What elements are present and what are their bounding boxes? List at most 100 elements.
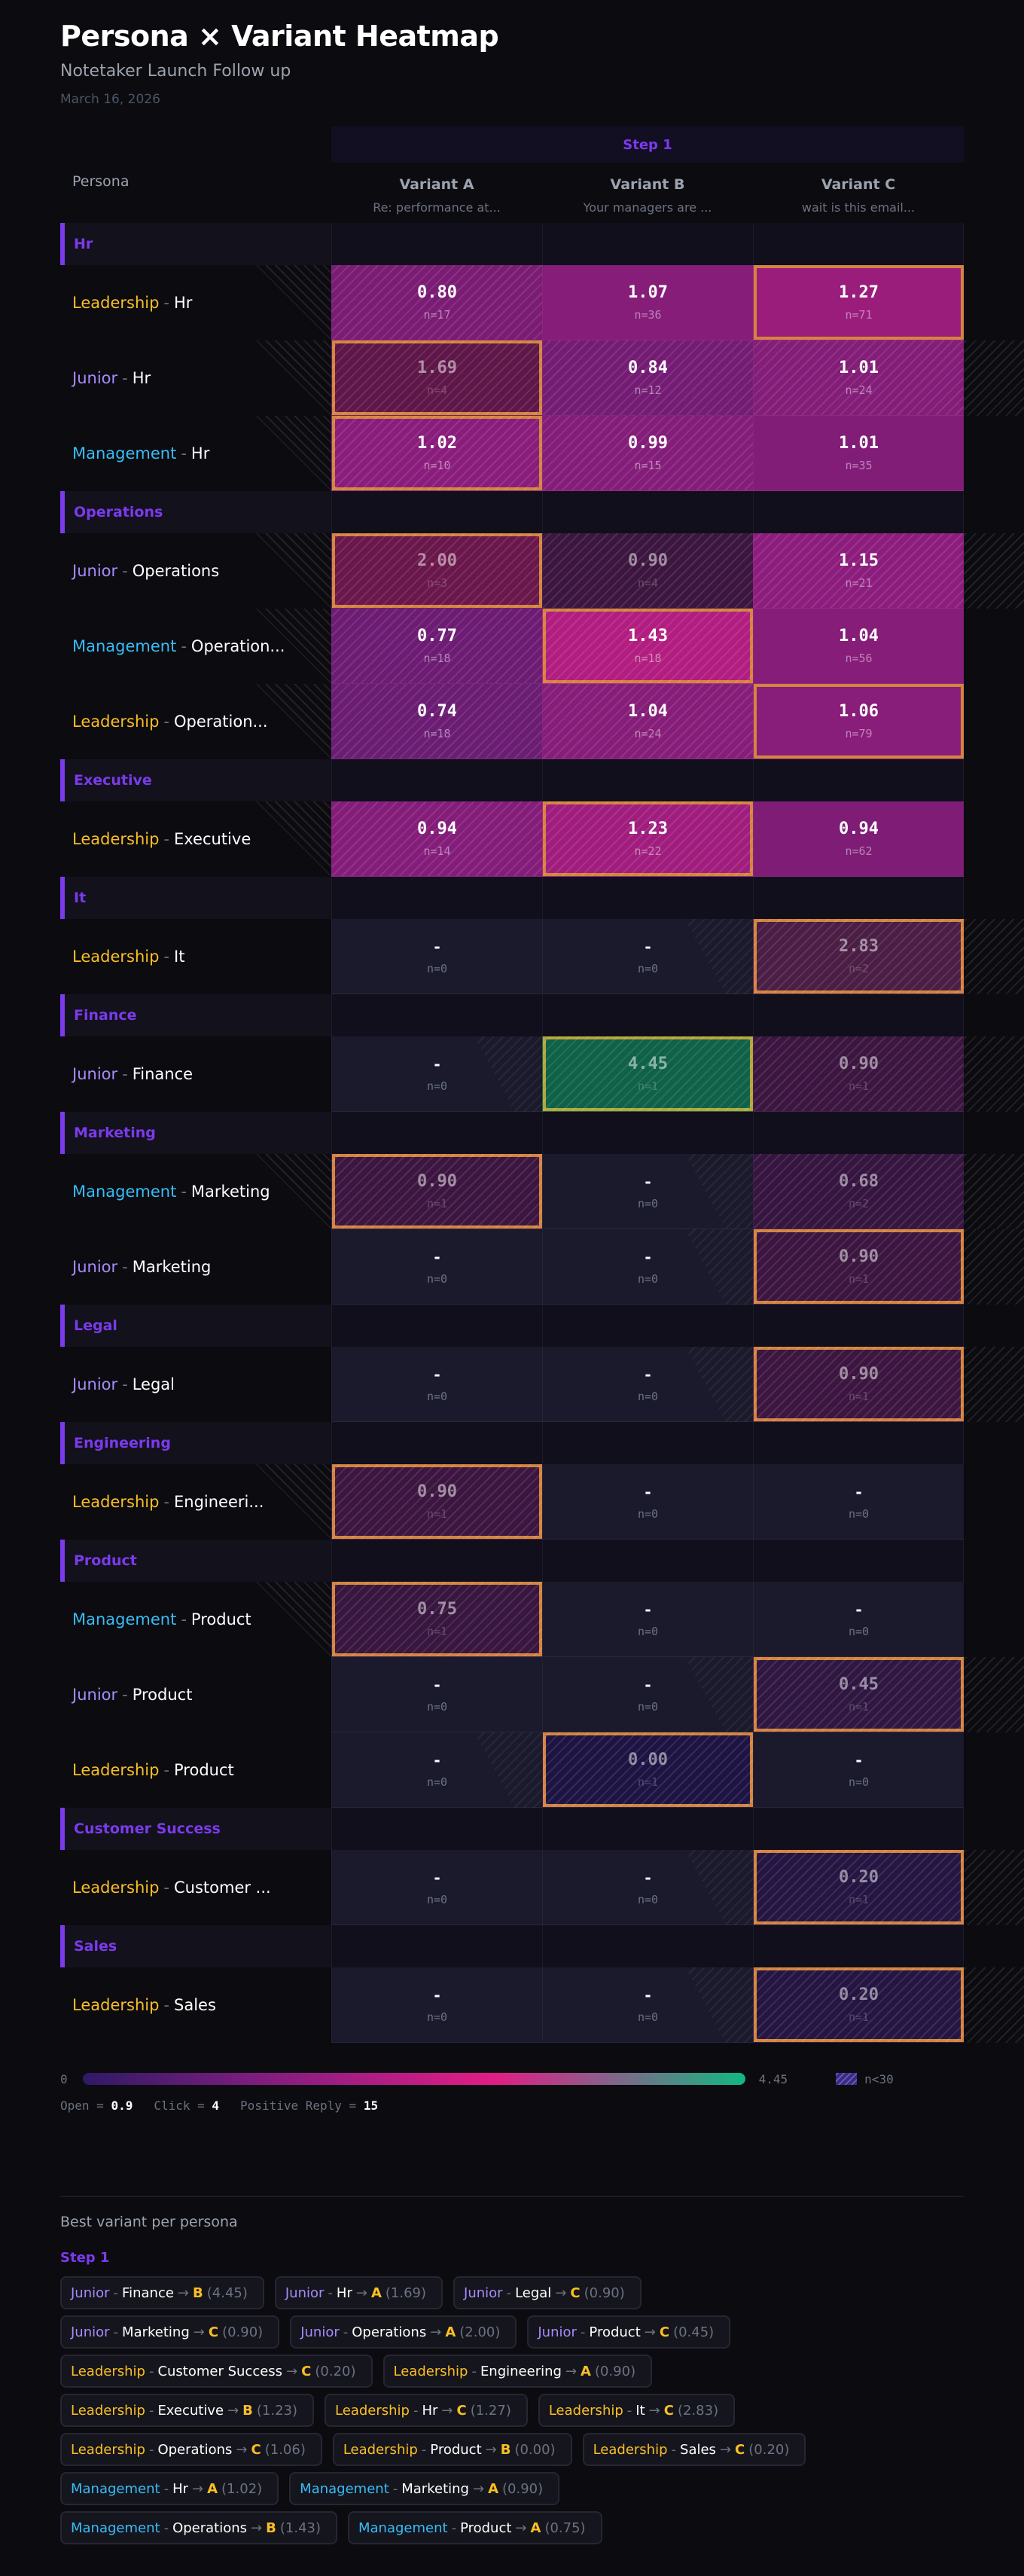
heatmap-cell[interactable]: - n=0: [542, 1154, 753, 1229]
cell-score: -: [432, 1868, 442, 1887]
heatmap-cell[interactable]: - n=0: [753, 1732, 964, 1808]
heatmap-cell[interactable]: 2.83 n=2: [753, 919, 964, 994]
persona-department: Product: [589, 2324, 641, 2340]
heatmap-cell[interactable]: 0.99 n=15: [542, 416, 753, 491]
heatmap-cell[interactable]: 2.00 n=3: [331, 533, 542, 609]
heatmap-cell[interactable]: 0.90 n=1: [331, 1464, 542, 1540]
heatmap-cell[interactable]: - n=0: [331, 1036, 542, 1112]
heatmap-cell[interactable]: - n=0: [542, 919, 753, 994]
heatmap-cell[interactable]: - n=0: [542, 1582, 753, 1657]
heatmap-cell[interactable]: 0.77 n=18: [331, 609, 542, 684]
heatmap-cell[interactable]: 1.27 n=71: [753, 265, 964, 340]
best-variant-chip[interactable]: Leadership - Hr → C (1.27): [325, 2394, 528, 2427]
heatmap-cell[interactable]: - n=0: [331, 1347, 542, 1422]
best-variant-chip[interactable]: Leadership - Sales → C (0.20): [582, 2433, 806, 2466]
best-variant-chip[interactable]: Junior - Operations → A (2.00): [290, 2315, 517, 2349]
heatmap-cell[interactable]: 1.02 n=10: [331, 416, 542, 491]
heatmap-cell[interactable]: 0.80 n=17: [331, 265, 542, 340]
metric-click: Click = 4: [154, 2098, 219, 2113]
heatmap-cell[interactable]: - n=0: [331, 1732, 542, 1808]
best-variant-chip[interactable]: Management - Operations → B (1.43): [60, 2511, 337, 2544]
heatmap-cell[interactable]: 1.01 n=24: [753, 340, 964, 416]
variant-b-header[interactable]: Variant B Your managers are ...: [542, 163, 753, 223]
heatmap-cell[interactable]: 1.07 n=36: [542, 265, 753, 340]
heatmap-cell[interactable]: - n=0: [331, 919, 542, 994]
best-variant-chip[interactable]: Leadership - Engineering → A (0.90): [382, 2355, 653, 2388]
heatmap-cell[interactable]: 0.90 n=4: [542, 533, 753, 609]
group-cell: [331, 1808, 542, 1850]
persona-level: Leadership: [71, 2441, 145, 2458]
best-variant-chip[interactable]: Leadership - Operations → C (1.06): [60, 2433, 322, 2466]
heatmap-cell[interactable]: - n=0: [331, 1850, 542, 1925]
best-variant-chip[interactable]: Junior - Product → C (0.45): [527, 2315, 731, 2349]
cell-score: 0.77: [417, 627, 457, 646]
hatch-bleed: [256, 533, 331, 609]
best-variant-chip[interactable]: Junior - Legal → C (0.90): [453, 2276, 642, 2309]
persona-level: Leadership: [71, 2363, 145, 2379]
heatmap-cell[interactable]: 0.45 n=1: [753, 1657, 964, 1732]
heatmap-cell[interactable]: 1.23 n=22: [542, 801, 753, 877]
heatmap-cell[interactable]: - n=0: [542, 1967, 753, 2043]
best-variant-chip[interactable]: Leadership - Executive → B (1.23): [60, 2394, 315, 2427]
cell-score: 0.94: [839, 819, 879, 838]
heatmap-cell[interactable]: 1.04 n=56: [753, 609, 964, 684]
heatmap-cell[interactable]: 4.45 n=1: [542, 1036, 753, 1112]
variant-a-header[interactable]: Variant A Re: performance at...: [331, 163, 542, 223]
best-variant-chip[interactable]: Management - Marketing → A (0.90): [289, 2472, 560, 2505]
arrow-right-icon: →: [177, 2285, 190, 2301]
heatmap-cell[interactable]: 1.15 n=21: [753, 533, 964, 609]
best-variant-chip[interactable]: Leadership - Customer Success → C (0.20): [60, 2355, 373, 2388]
hatch-bleed: [256, 416, 331, 491]
heatmap-cell[interactable]: 1.04 n=24: [542, 684, 753, 759]
heatmap-cell[interactable]: - n=0: [542, 1464, 753, 1540]
heatmap-cell[interactable]: 0.90 n=1: [753, 1036, 964, 1112]
variant-c-header[interactable]: Variant C wait is this email...: [753, 163, 964, 223]
heatmap-cell[interactable]: 0.84 n=12: [542, 340, 753, 416]
persona-label: Junior - Hr: [60, 340, 331, 416]
best-variant-chip[interactable]: Junior - Finance → B (4.45): [60, 2276, 264, 2309]
heatmap-cell[interactable]: 1.69 n=4: [331, 340, 542, 416]
heatmap-cell[interactable]: 0.74 n=18: [331, 684, 542, 759]
best-variant-chip[interactable]: Junior - Hr → A (1.69): [274, 2276, 443, 2309]
cell-sample-size: n=24: [634, 727, 662, 740]
heatmap-cell[interactable]: - n=0: [542, 1657, 753, 1732]
heatmap-cell[interactable]: - n=0: [753, 1582, 964, 1657]
column-header-row: Persona Variant A Re: performance at... …: [60, 163, 964, 223]
best-variant-chip[interactable]: Management - Product → A (0.75): [348, 2511, 602, 2544]
hatch-bleed: [685, 919, 753, 994]
best-variant-title: Best variant per persona: [60, 2214, 238, 2230]
heatmap-cell[interactable]: 0.94 n=14: [331, 801, 542, 877]
cell-score: 1.01: [839, 434, 879, 453]
best-variant-chip[interactable]: Junior - Marketing → C (0.90): [60, 2315, 280, 2349]
best-variant-chip[interactable]: Management - Hr → A (1.02): [60, 2472, 279, 2505]
heatmap-cell[interactable]: 1.06 n=79: [753, 684, 964, 759]
heatmap-cell[interactable]: 0.68 n=2: [753, 1154, 964, 1229]
hatch-bleed: [256, 1582, 331, 1657]
variant-name: Variant C: [821, 176, 896, 193]
best-variant-chip[interactable]: Leadership - It → C (2.83): [538, 2394, 736, 2427]
heatmap-cell[interactable]: 0.90 n=1: [331, 1154, 542, 1229]
heatmap-cell[interactable]: - n=0: [753, 1464, 964, 1540]
heatmap-cell[interactable]: - n=0: [331, 1657, 542, 1732]
heatmap-cell[interactable]: - n=0: [542, 1347, 753, 1422]
heatmap-cell[interactable]: 0.90 n=1: [753, 1229, 964, 1305]
heatmap-cell[interactable]: 1.43 n=18: [542, 609, 753, 684]
table-row: Leadership - Engineeri... 0.90 n=1- n=0- n=0: [60, 1464, 964, 1540]
heatmap-cell[interactable]: 0.00 n=1: [542, 1732, 753, 1808]
heatmap-cell[interactable]: - n=0: [331, 1229, 542, 1305]
heatmap-cell[interactable]: 0.94 n=62: [753, 801, 964, 877]
heatmap-cell[interactable]: 0.90 n=1: [753, 1347, 964, 1422]
persona-level: Management: [300, 2480, 389, 2497]
best-variant-chip[interactable]: Leadership - Product → B (0.00): [332, 2433, 572, 2466]
heatmap-cell[interactable]: 1.01 n=35: [753, 416, 964, 491]
persona-label: Junior - Operations: [60, 533, 331, 609]
heatmap-cell[interactable]: - n=0: [331, 1967, 542, 2043]
heatmap-cell[interactable]: 0.20 n=1: [753, 1967, 964, 2043]
heatmap-cell[interactable]: 0.20 n=1: [753, 1850, 964, 1925]
persona-department: Marketing: [190, 1183, 270, 1201]
separator: -: [451, 2520, 457, 2536]
heatmap-cell[interactable]: - n=0: [542, 1850, 753, 1925]
table-row: Management - Hr 1.02 n=10 0.99 n=15 1.01 n=35: [60, 416, 964, 491]
heatmap-cell[interactable]: 0.75 n=1: [331, 1582, 542, 1657]
heatmap-cell[interactable]: - n=0: [542, 1229, 753, 1305]
